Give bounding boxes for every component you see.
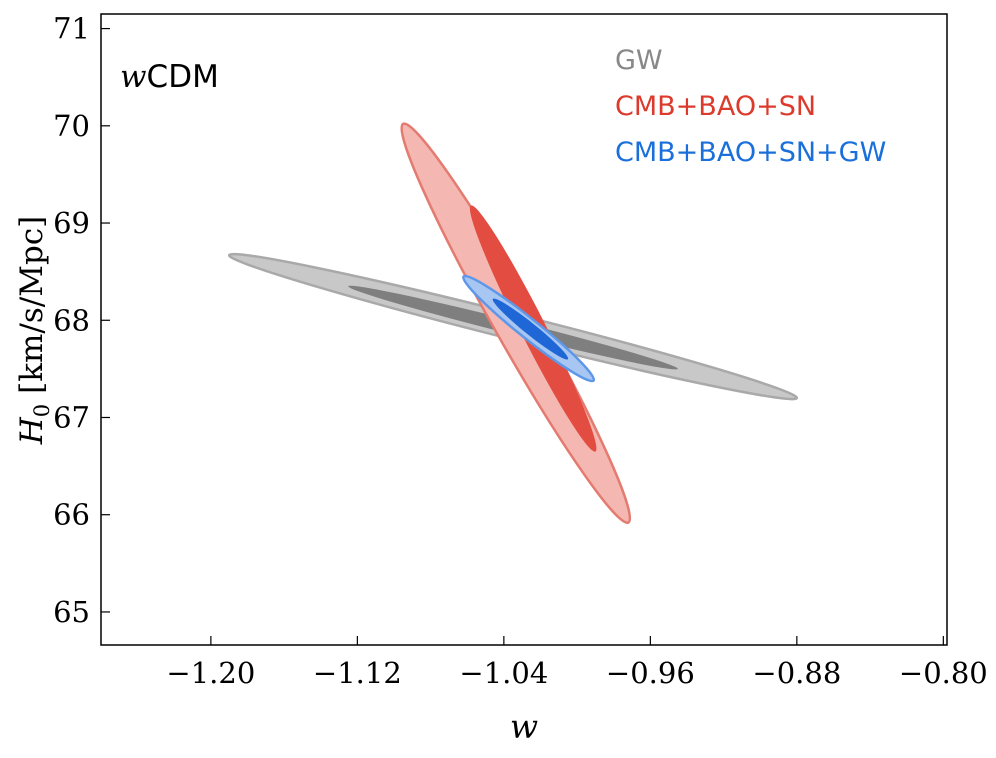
y-axis-symbol: H	[14, 416, 50, 445]
x-axis-label: w	[510, 707, 538, 746]
y-axis-label: H0 [km/s/Mpc]	[14, 216, 54, 446]
legend-entry-cmb-bao-sn-gw: CMB+BAO+SN+GW	[615, 137, 886, 168]
y-tick-label: 66	[53, 498, 90, 532]
y-axis-subscript: 0	[30, 404, 54, 417]
legend-entry-gw: GW	[615, 45, 663, 76]
legend-entry-cmb-bao-sn: CMB+BAO+SN	[615, 91, 816, 122]
tick-layer: −1.20 −1.12 −1.04 −0.96 −0.88 −0.80 65 66 67 68 69…	[53, 12, 988, 690]
legend: GW CMB+BAO+SN CMB+BAO+SN+GW	[615, 45, 886, 168]
y-axis-unit: [km/s/Mpc]	[14, 216, 50, 394]
x-tick-label: −1.12	[313, 656, 402, 690]
y-tick-label: 65	[53, 595, 90, 629]
contour-layer	[227, 122, 799, 525]
model-annotation: wCDM	[120, 59, 219, 95]
y-tick-label: 69	[53, 206, 90, 240]
annotation-italic: w	[120, 59, 147, 95]
x-tick-label: −1.20	[166, 656, 255, 690]
y-tick-label: 68	[53, 303, 90, 337]
x-tick-label: −0.80	[899, 656, 988, 690]
annotation-rest: CDM	[147, 59, 219, 95]
y-tick-label: 70	[53, 109, 90, 143]
x-tick-label: −0.96	[606, 656, 695, 690]
x-tick-label: −1.04	[459, 656, 548, 690]
plot-frame	[100, 13, 948, 646]
contour-3-68	[492, 298, 569, 360]
y-tick-label: 67	[53, 400, 90, 434]
x-tick-label: −0.88	[752, 656, 841, 690]
y-tick-label: 71	[53, 12, 90, 46]
